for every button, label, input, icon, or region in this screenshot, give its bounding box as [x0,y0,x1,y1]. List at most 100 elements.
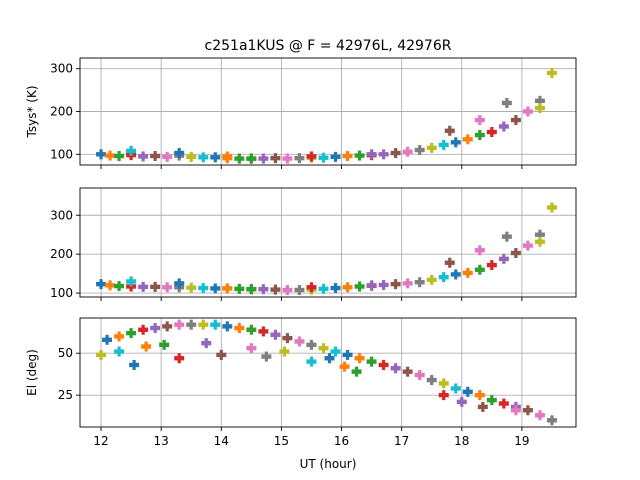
data-point [150,151,161,162]
x-tick-label: 12 [93,434,108,448]
y-tick-label: 100 [50,147,73,161]
data-point [261,351,272,362]
data-point [522,240,533,251]
data-point [414,370,425,381]
data-point [174,353,185,364]
data-point [96,149,107,160]
data-point [342,151,353,162]
data-point [474,115,485,126]
data-point [270,329,281,340]
data-point [477,401,488,412]
data-point [246,153,257,164]
data-point [402,278,413,289]
y-tick-label: 300 [50,62,73,76]
data-point [102,334,113,345]
data-point [234,283,245,294]
data-point [222,283,233,294]
x-tick-label: 18 [454,434,469,448]
data-point [198,319,209,330]
data-point [174,278,185,289]
data-point [339,361,350,372]
data-point [522,405,533,416]
data-point [378,149,389,160]
data-point [270,153,281,164]
data-point [105,280,116,291]
data-point [234,153,245,164]
data-point [534,236,545,247]
data-point [306,282,317,293]
data-point [234,323,245,334]
data-point [510,248,521,259]
data-point [174,319,185,330]
data-point [150,323,161,334]
data-point [402,366,413,377]
panel-tsys-top: 100 200 300 Tsys* (K) [25,57,577,169]
data-point [162,151,173,162]
data-point [354,353,365,364]
data-point [318,152,329,163]
data-point [501,231,512,242]
data-point [294,153,305,164]
data-points [96,319,557,426]
data-point [222,151,233,162]
data-point [210,283,221,294]
panel-elevation: 12 13 14 15 16 17 18 19 25 50 El (deg) [25,317,577,448]
data-point [126,281,137,292]
data-point [390,363,401,374]
data-point [456,396,467,407]
plot-frame [79,57,577,166]
data-point [138,151,149,162]
data-point [498,121,509,132]
data-point [324,353,335,364]
data-point [222,321,233,332]
data-point [546,67,557,78]
data-point [114,346,125,357]
y-tick-label: 200 [50,247,73,261]
data-point [126,276,137,287]
data-point [426,274,437,285]
data-point [186,151,197,162]
x-tick-label: 13 [154,434,169,448]
data-point [126,328,137,339]
data-point [366,280,377,291]
plot-frame [79,317,577,428]
data-point [174,148,185,159]
data-point [210,319,221,330]
data-point [510,115,521,126]
data-point [450,269,461,280]
y-tick-label: 100 [50,286,73,300]
data-point [279,346,290,357]
data-point [201,338,212,349]
data-point [342,282,353,293]
data-point [258,153,269,164]
data-point [390,148,401,159]
data-point [258,284,269,295]
data-point [534,410,545,421]
data-point [438,272,449,283]
data-point [462,386,473,397]
data-point [414,145,425,156]
data-point [198,283,209,294]
data-points [96,202,557,295]
data-point [198,152,209,163]
data-point [294,336,305,347]
data-point [450,137,461,148]
data-point [162,282,173,293]
data-point [246,343,257,354]
data-point [210,152,221,163]
data-point [96,279,107,290]
data-point [462,134,473,145]
x-tick-label: 16 [334,434,349,448]
data-point [138,281,149,292]
data-point [138,324,149,335]
data-point [390,279,401,290]
panel-tsys-middle: 100 200 300 [50,187,577,301]
data-point [270,284,281,295]
chart-title: c251a1KUS @ F = 42976L, 42976R [205,38,452,54]
x-tick-label: 17 [394,434,409,448]
y-tick-label: 50 [58,346,73,360]
data-point [534,229,545,240]
data-point [486,127,497,138]
